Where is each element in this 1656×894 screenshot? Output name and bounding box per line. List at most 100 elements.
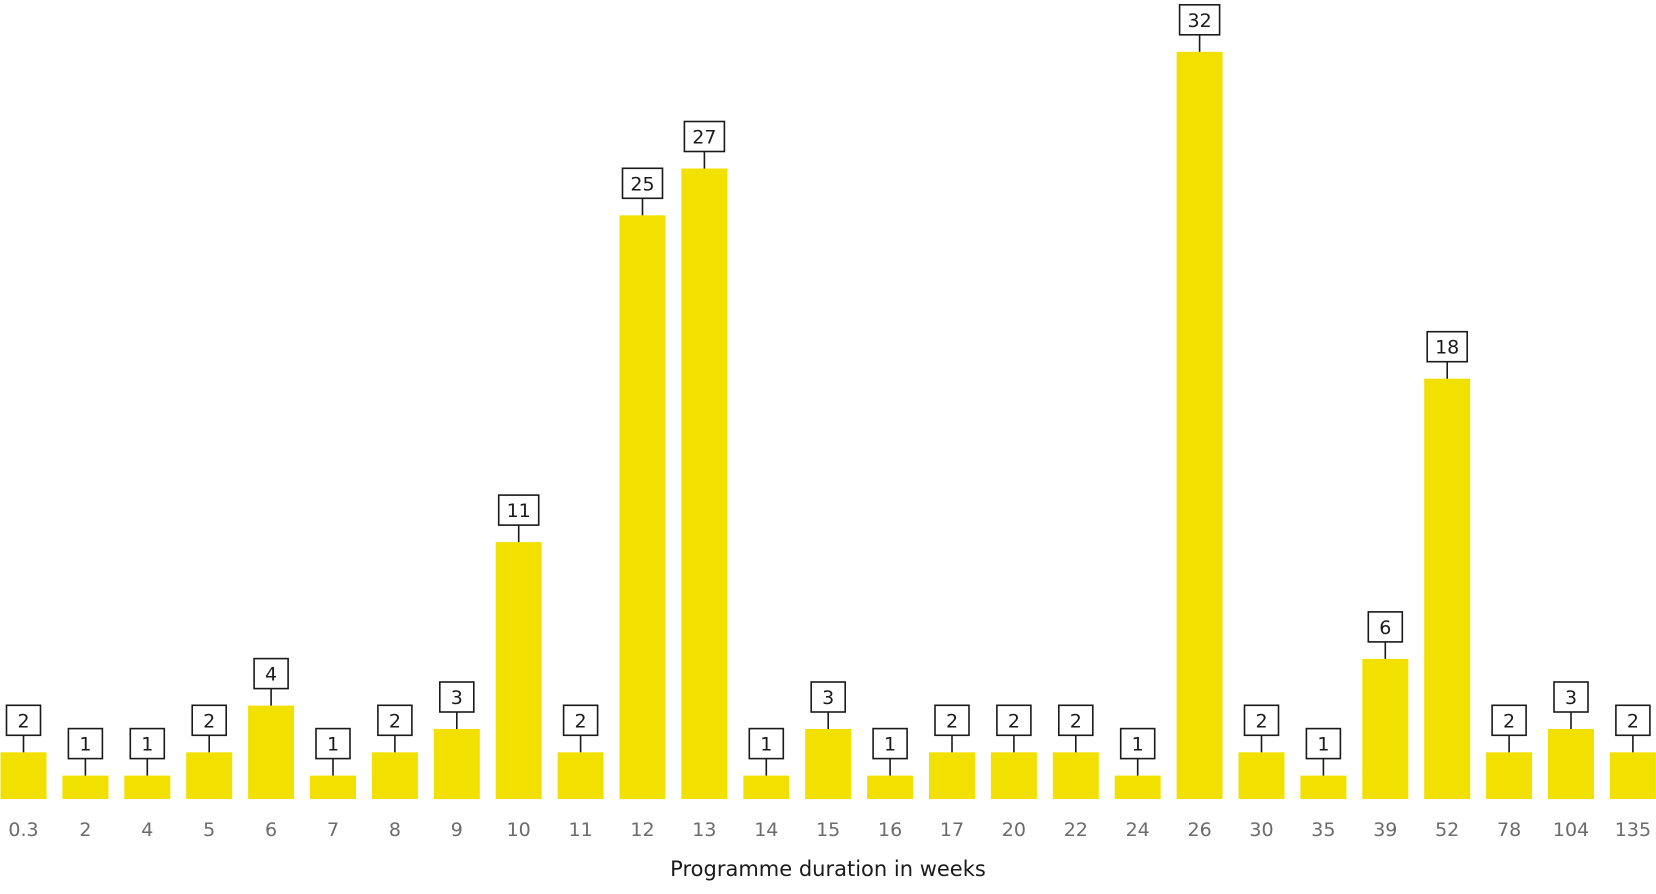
bar-2 [62,775,109,799]
x-tick-label: 0.3 [8,819,38,841]
data-label: 32 [1188,10,1212,32]
bar-4 [124,775,171,799]
x-tick-label: 26 [1188,819,1212,841]
data-label: 2 [575,710,587,732]
data-label-box [129,727,166,760]
bar-104 [1548,729,1594,800]
x-tick-label: 39 [1373,819,1397,841]
data-label-box [562,704,599,737]
data-label-box [438,681,475,713]
x-tick-label: 8 [389,819,401,841]
bar-17 [929,752,975,799]
data-label-box [810,681,847,713]
bar-9 [433,729,480,800]
data-label-box [1491,704,1527,737]
x-tick-label: 20 [1002,819,1026,841]
x-tick-label: 30 [1249,819,1273,841]
data-label: 6 [1379,617,1391,639]
data-label: 11 [507,500,531,522]
bar-11 [557,752,604,799]
bar-135 [1609,752,1656,799]
data-label: 1 [79,734,91,756]
data-label: 18 [1435,337,1459,359]
x-tick-label: 52 [1435,819,1459,841]
data-label-box [191,704,227,737]
x-tick-label: 22 [1064,819,1088,841]
bar-30 [1238,752,1285,799]
x-tick-label: 6 [265,819,277,841]
bar-15 [805,729,852,800]
data-label: 2 [1627,710,1639,732]
x-tick-label: 35 [1311,819,1335,841]
data-label-box [253,657,289,690]
data-label: 2 [1503,710,1515,732]
data-label-box [1058,704,1094,737]
data-label: 2 [1255,710,1267,732]
bar-8 [371,752,418,799]
x-tick-label: 4 [141,819,153,841]
x-tick-label: 104 [1553,819,1589,841]
data-label-box [1553,681,1589,713]
bar-0.3 [0,752,47,799]
data-label: 27 [692,127,716,149]
bar-16 [867,775,914,799]
bar-26 [1176,51,1223,800]
bars-layer [0,51,1656,800]
x-tick-label: 14 [754,819,778,841]
data-label-box [497,494,540,526]
data-label: 2 [203,710,215,732]
data-label-box [1426,330,1468,363]
x-tick-label: 7 [327,819,339,841]
bar-35 [1300,775,1347,799]
data-label-box [1615,704,1651,737]
data-label-box [5,704,42,737]
x-tick-label: 78 [1497,819,1521,841]
x-tick-label: 5 [203,819,215,841]
data-label: 1 [141,734,153,756]
x-axis-title: Programme duration in weeks [670,857,986,881]
data-label-box [683,120,726,153]
data-label-box [1178,4,1221,36]
x-tick-label: 12 [630,819,654,841]
data-label-box [1243,704,1280,737]
data-label-box [1305,727,1342,760]
data-label-box [872,727,908,760]
data-label: 1 [327,734,339,756]
data-label: 1 [760,734,772,756]
data-label-box [1119,727,1156,760]
data-label: 25 [630,173,654,195]
x-tick-label: 13 [692,819,716,841]
bar-14 [743,775,790,799]
bar-13 [681,168,728,799]
bar-5 [186,752,233,799]
bar-24 [1114,775,1161,799]
bar-7 [310,775,356,799]
bar-10 [495,542,542,799]
data-label: 2 [17,710,29,732]
data-label: 1 [884,734,896,756]
bar-78 [1486,752,1533,799]
x-tick-label: 16 [878,819,902,841]
bar-12 [619,215,666,800]
data-label: 1 [1132,734,1144,756]
x-tick-label: 9 [451,819,463,841]
data-label-box [996,704,1032,737]
data-label: 3 [822,687,834,709]
x-tick-label: 11 [569,819,593,841]
data-label-box [67,727,104,760]
data-label-box [377,704,413,737]
data-label-box [315,727,351,760]
data-label: 2 [1008,710,1020,732]
data-label: 3 [451,687,463,709]
x-tick-labels-layer: 0.3 2 4 5 6 7 8 9 10 11 12 13 14 15 16 17 20 22 24 26 30 35 39… [8,819,1651,841]
x-tick-label: 2 [79,819,91,841]
data-label-box [1367,611,1404,643]
data-label: 4 [265,664,277,686]
data-label-box [748,727,785,760]
data-label-box [934,704,970,737]
data-label-box [621,167,664,200]
x-tick-label: 135 [1615,819,1651,841]
data-label: 1 [1317,734,1329,756]
